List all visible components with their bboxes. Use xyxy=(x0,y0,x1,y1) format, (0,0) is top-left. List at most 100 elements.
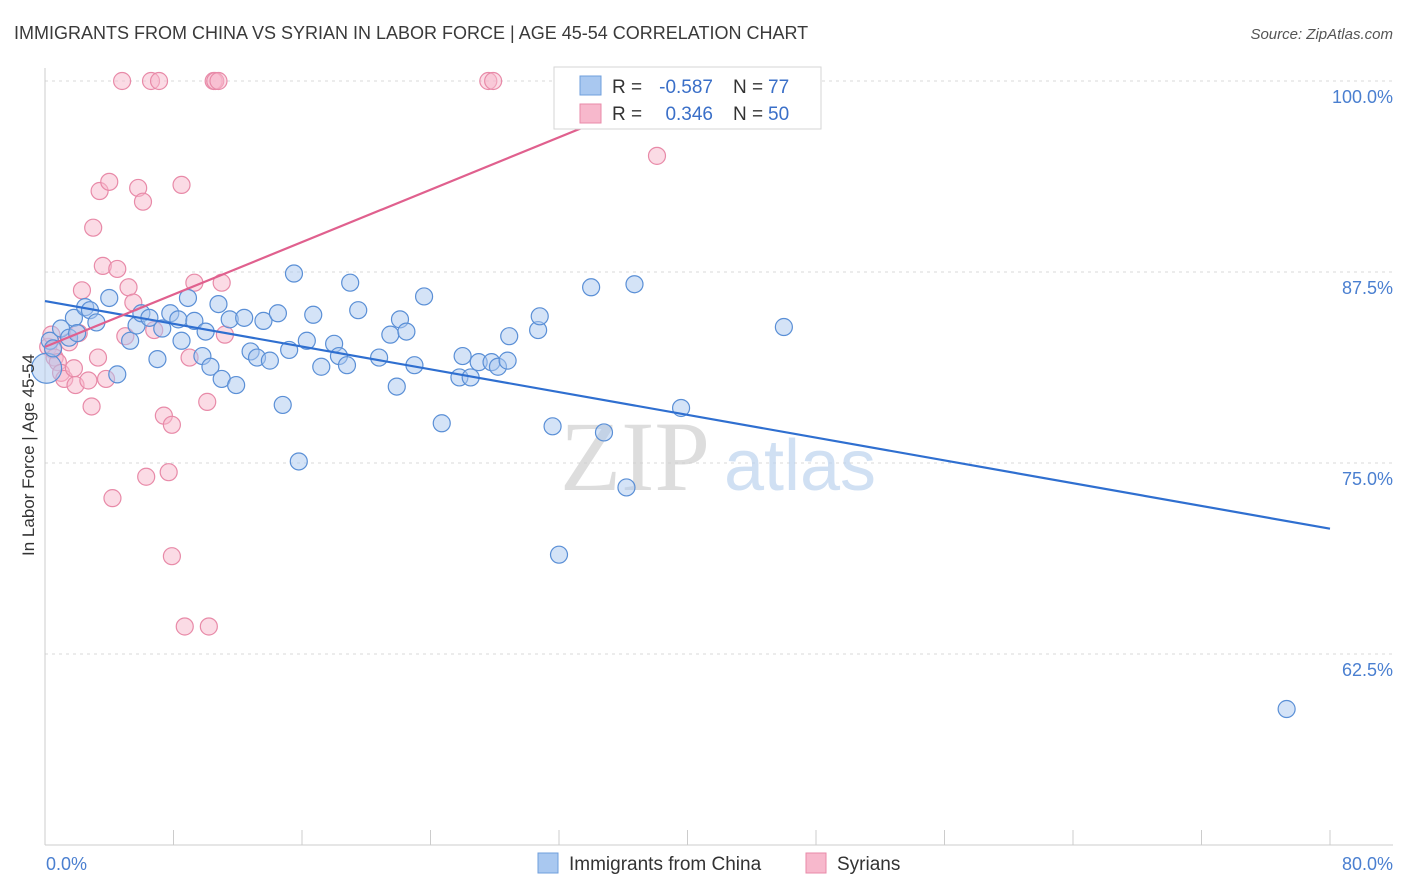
china-point xyxy=(774,317,793,337)
china-point xyxy=(381,325,400,344)
axes xyxy=(44,68,1393,846)
china-point xyxy=(268,304,288,323)
china-point xyxy=(625,275,644,294)
legend-r-label-syrians: R = xyxy=(612,104,642,125)
legend-n-value-china: 77 xyxy=(768,77,789,98)
china-point xyxy=(341,273,360,292)
china-point xyxy=(284,264,304,283)
legend-n-label-syrians: N = xyxy=(733,104,763,125)
x-tick-max: 80.0% xyxy=(1342,854,1393,874)
syrians-point xyxy=(72,281,92,300)
bottom-legend-label-china: Immigrants from China xyxy=(569,854,762,875)
china-point xyxy=(543,417,562,436)
y-tick-label: 62.5% xyxy=(1342,660,1393,680)
china-point xyxy=(185,311,204,330)
legend-r-value-china: -0.587 xyxy=(659,77,713,98)
y-tick-label: 100.0% xyxy=(1332,87,1393,107)
china-point xyxy=(337,356,357,375)
china-point xyxy=(153,319,172,338)
china-point xyxy=(370,348,389,367)
legend: R = -0.587 N = 77 R = 0.346 N = 50 xyxy=(553,66,822,130)
syrians-point xyxy=(108,259,127,279)
series-immigrants-from-china xyxy=(31,264,1296,719)
y-tick-labels: 100.0% 87.5% 75.0% 62.5% xyxy=(1332,87,1393,680)
y-tick-label: 75.0% xyxy=(1342,469,1393,489)
syrians-point xyxy=(133,192,153,211)
syrians-point xyxy=(484,71,503,91)
china-point xyxy=(414,287,434,306)
syrians-point xyxy=(198,392,217,411)
china-point xyxy=(148,349,167,369)
syrians-point xyxy=(103,489,122,508)
bottom-legend-swatch-syrians xyxy=(805,852,827,874)
watermark-zip: ZIP xyxy=(560,401,710,512)
series-syrians xyxy=(39,71,667,636)
syrians-point xyxy=(162,415,181,434)
china-point xyxy=(289,452,308,471)
china-point xyxy=(594,423,614,442)
china-point xyxy=(1277,699,1296,719)
china-point xyxy=(349,301,368,320)
china-point xyxy=(235,308,254,327)
china-point xyxy=(500,327,519,346)
syrians-point xyxy=(172,175,191,195)
watermark-atlas: atlas xyxy=(724,426,876,506)
y-axis-label: In Labor Force | Age 45-54 xyxy=(19,354,38,556)
chart-title: IMMIGRANTS FROM CHINA VS SYRIAN IN LABOR… xyxy=(14,23,808,43)
china-point xyxy=(397,322,416,341)
china-point xyxy=(549,545,569,564)
syrians-point xyxy=(88,348,108,367)
bottom-legend-label-syrians: Syrians xyxy=(837,854,900,875)
china-point xyxy=(172,331,191,350)
china-point xyxy=(582,278,601,297)
syrians-point xyxy=(119,278,138,297)
legend-swatch-china xyxy=(579,75,602,96)
china-point xyxy=(227,375,246,395)
china-point xyxy=(530,307,549,326)
syrians-point xyxy=(79,371,98,390)
legend-r-label-china: R = xyxy=(612,77,642,98)
syrians-point xyxy=(162,547,181,566)
gridlines xyxy=(45,80,1393,655)
bottom-legend: Immigrants from China Syrians xyxy=(537,852,900,875)
syrians-point xyxy=(647,146,667,165)
china-point xyxy=(432,414,451,433)
china-point xyxy=(209,294,228,314)
trend-line-china xyxy=(44,299,1331,530)
legend-r-value-syrians: 0.346 xyxy=(665,104,713,125)
syrians-point xyxy=(112,71,132,91)
china-point xyxy=(387,377,406,396)
china-point xyxy=(312,357,331,376)
watermark: ZIP atlas xyxy=(560,401,876,512)
china-point xyxy=(304,305,323,324)
syrians-point xyxy=(137,467,156,486)
bottom-legend-swatch-china xyxy=(537,852,559,874)
x-tick-min: 0.0% xyxy=(46,854,87,874)
syrians-point xyxy=(209,71,228,91)
china-point xyxy=(260,351,279,370)
legend-swatch-syrians xyxy=(579,103,602,124)
legend-n-value-syrians: 50 xyxy=(768,104,789,125)
y-tick-label: 87.5% xyxy=(1342,278,1393,298)
syrians-point xyxy=(159,463,178,482)
china-point xyxy=(273,395,292,415)
syrians-point xyxy=(199,617,218,636)
china-point xyxy=(121,331,140,350)
syrians-point xyxy=(64,359,84,378)
china-point xyxy=(297,331,316,350)
china-point xyxy=(453,346,472,366)
syrians-point xyxy=(100,172,119,191)
syrians-point xyxy=(175,617,194,636)
china-point xyxy=(108,365,127,384)
chart-source: Source: ZipAtlas.com xyxy=(1250,26,1393,43)
syrians-point xyxy=(82,397,101,416)
syrians-point xyxy=(149,71,169,91)
china-point xyxy=(617,478,636,497)
china-point xyxy=(254,311,273,330)
china-point xyxy=(498,351,517,370)
syrians-point xyxy=(84,218,103,237)
china-point xyxy=(100,288,119,308)
legend-n-label-china: N = xyxy=(733,77,763,98)
china-point xyxy=(201,357,220,376)
